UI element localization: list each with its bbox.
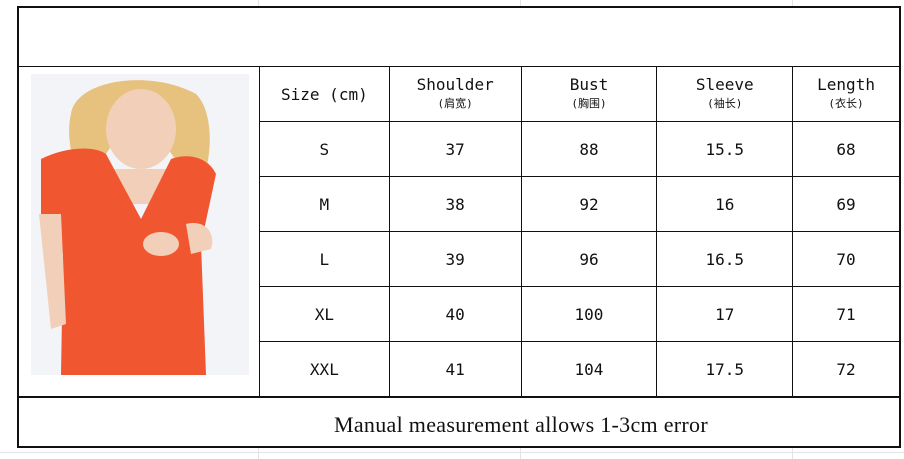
table-row: L 39 96 16.5 70 (259, 231, 899, 287)
cell-bust: 88 (520, 121, 658, 177)
cell-size: S (259, 121, 390, 177)
header-sublabel: (衣长) (828, 97, 864, 110)
table-row: XXL 41 104 17.5 72 (259, 341, 899, 397)
column-header-size: Size (cm) (259, 66, 390, 122)
title-band (19, 8, 899, 67)
cell-shoulder: 39 (388, 231, 522, 287)
header-label: Length (817, 75, 875, 94)
footer-band: Manual measurement allows 1-3cm error (19, 396, 899, 448)
sheet-gridline (0, 452, 904, 453)
product-photo (31, 74, 249, 375)
size-table: Size (cm) Shoulder (肩宽) Bust (胸围) Sleeve (袖… (259, 66, 899, 397)
size-chart: Size (cm) Shoulder (肩宽) Bust (胸围) Sleeve (袖… (17, 6, 901, 448)
cell-length: 68 (792, 121, 899, 177)
cell-shoulder: 41 (388, 341, 522, 397)
cell-length: 70 (792, 231, 899, 287)
cell-bust: 100 (520, 286, 658, 342)
cell-shoulder: 38 (388, 176, 522, 232)
table-row: S 37 88 15.5 68 (259, 121, 899, 177)
model-in-dress-image (31, 74, 249, 375)
table-row: M 38 92 16 69 (259, 176, 899, 232)
cell-sleeve: 17 (656, 286, 794, 342)
column-header-bust: Bust (胸围) (520, 66, 658, 122)
cell-length: 72 (792, 341, 899, 397)
cell-size: M (259, 176, 390, 232)
cell-size: XXL (259, 341, 390, 397)
column-header-length: Length (衣长) (792, 66, 899, 122)
column-header-shoulder: Shoulder (肩宽) (388, 66, 522, 122)
header-label: Sleeve (695, 75, 754, 94)
header-label: Bust (569, 75, 609, 94)
cell-size: L (259, 231, 390, 287)
cell-sleeve: 15.5 (656, 121, 794, 177)
cell-sleeve: 16 (656, 176, 794, 232)
cell-length: 69 (792, 176, 899, 232)
header-label: Size (cm) (281, 84, 368, 104)
column-header-sleeve: Sleeve (袖长) (656, 66, 794, 122)
cell-bust: 96 (520, 231, 658, 287)
cell-shoulder: 37 (388, 121, 522, 177)
header-sublabel: (胸围) (571, 97, 607, 110)
header-sublabel: (袖长) (707, 97, 743, 110)
header-label: Shoulder (416, 75, 494, 94)
cell-bust: 92 (520, 176, 658, 232)
cell-sleeve: 16.5 (656, 231, 794, 287)
header-sublabel: (肩宽) (437, 97, 473, 110)
cell-size: XL (259, 286, 390, 342)
cell-length: 71 (792, 286, 899, 342)
cell-bust: 104 (520, 341, 658, 397)
measurement-note: Manual measurement allows 1-3cm error (334, 412, 708, 437)
table-row: XL 40 100 17 71 (259, 286, 899, 342)
cell-shoulder: 40 (388, 286, 522, 342)
cell-sleeve: 17.5 (656, 341, 794, 397)
table-header-row: Size (cm) Shoulder (肩宽) Bust (胸围) Sleeve (袖… (259, 66, 899, 122)
